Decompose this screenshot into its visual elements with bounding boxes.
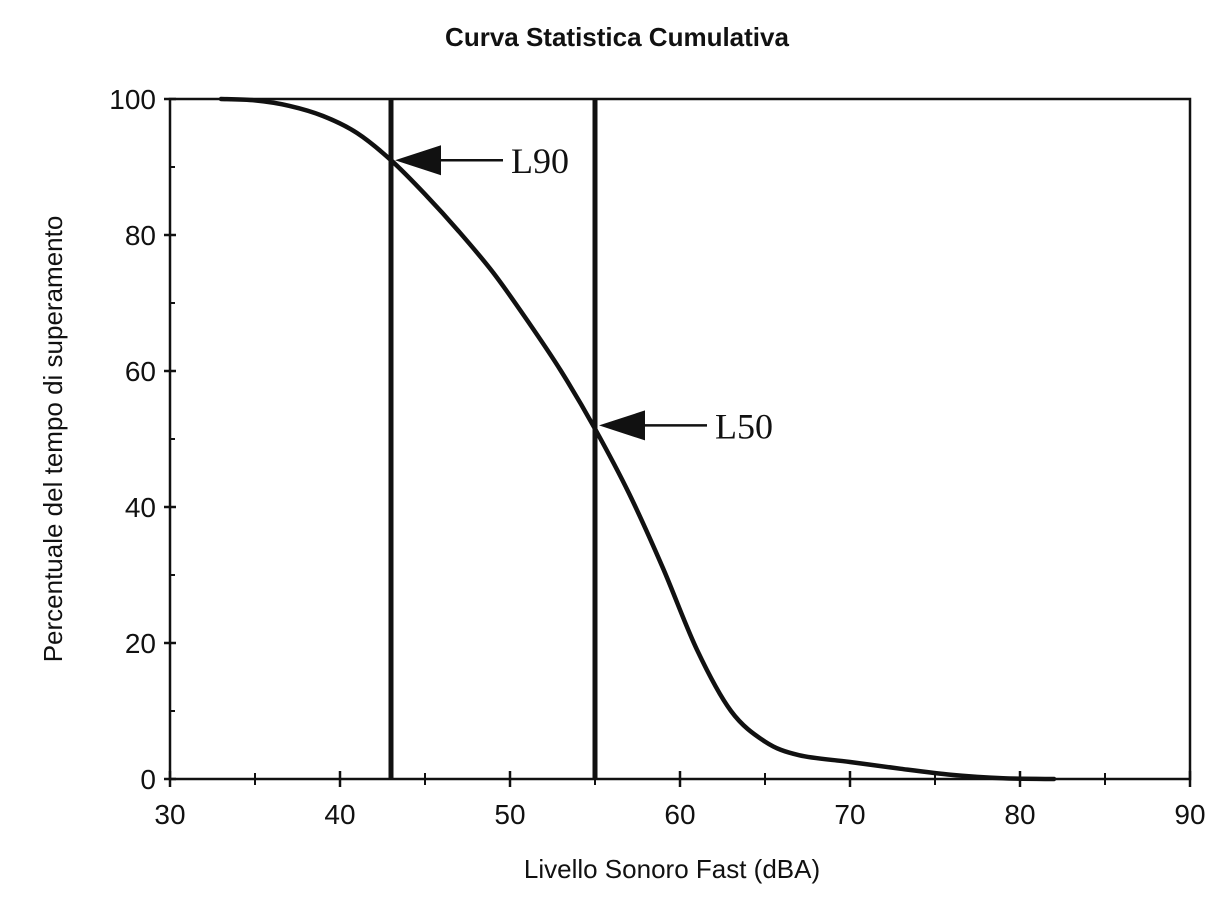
- x-tick-label: 90: [1174, 799, 1205, 830]
- y-axis-label: Percentuale del tempo di superamento: [38, 216, 68, 663]
- x-tick-label: 70: [834, 799, 865, 830]
- y-tick-label: 100: [109, 84, 156, 115]
- y-tick-label: 0: [140, 764, 156, 795]
- annotation-l90: L90: [511, 141, 569, 181]
- y-axis-ticks: 0 20 40 60 80 100: [109, 84, 176, 795]
- arrow-l50-head: [599, 410, 645, 441]
- arrow-l90-head: [395, 145, 441, 176]
- y-tick-label: 60: [125, 356, 156, 387]
- plot-frame: [168, 97, 1192, 781]
- y-tick-label: 80: [125, 220, 156, 251]
- x-axis-label: Livello Sonoro Fast (dBA): [524, 854, 820, 884]
- x-axis-ticks: 30 40 50 60 70 80 90: [154, 771, 1206, 830]
- y-tick-label: 20: [125, 628, 156, 659]
- y-tick-label: 40: [125, 492, 156, 523]
- chart-title: Curva Statistica Cumulativa: [445, 22, 789, 52]
- x-tick-label: 60: [664, 799, 695, 830]
- annotation-l50: L50: [715, 406, 773, 446]
- x-tick-label: 50: [494, 799, 525, 830]
- annotations: L90 L50: [395, 141, 773, 446]
- cumulative-curve: [218, 96, 1057, 782]
- x-tick-label: 40: [324, 799, 355, 830]
- reference-lines: [388, 99, 598, 779]
- x-tick-label: 30: [154, 799, 185, 830]
- x-tick-label: 80: [1004, 799, 1035, 830]
